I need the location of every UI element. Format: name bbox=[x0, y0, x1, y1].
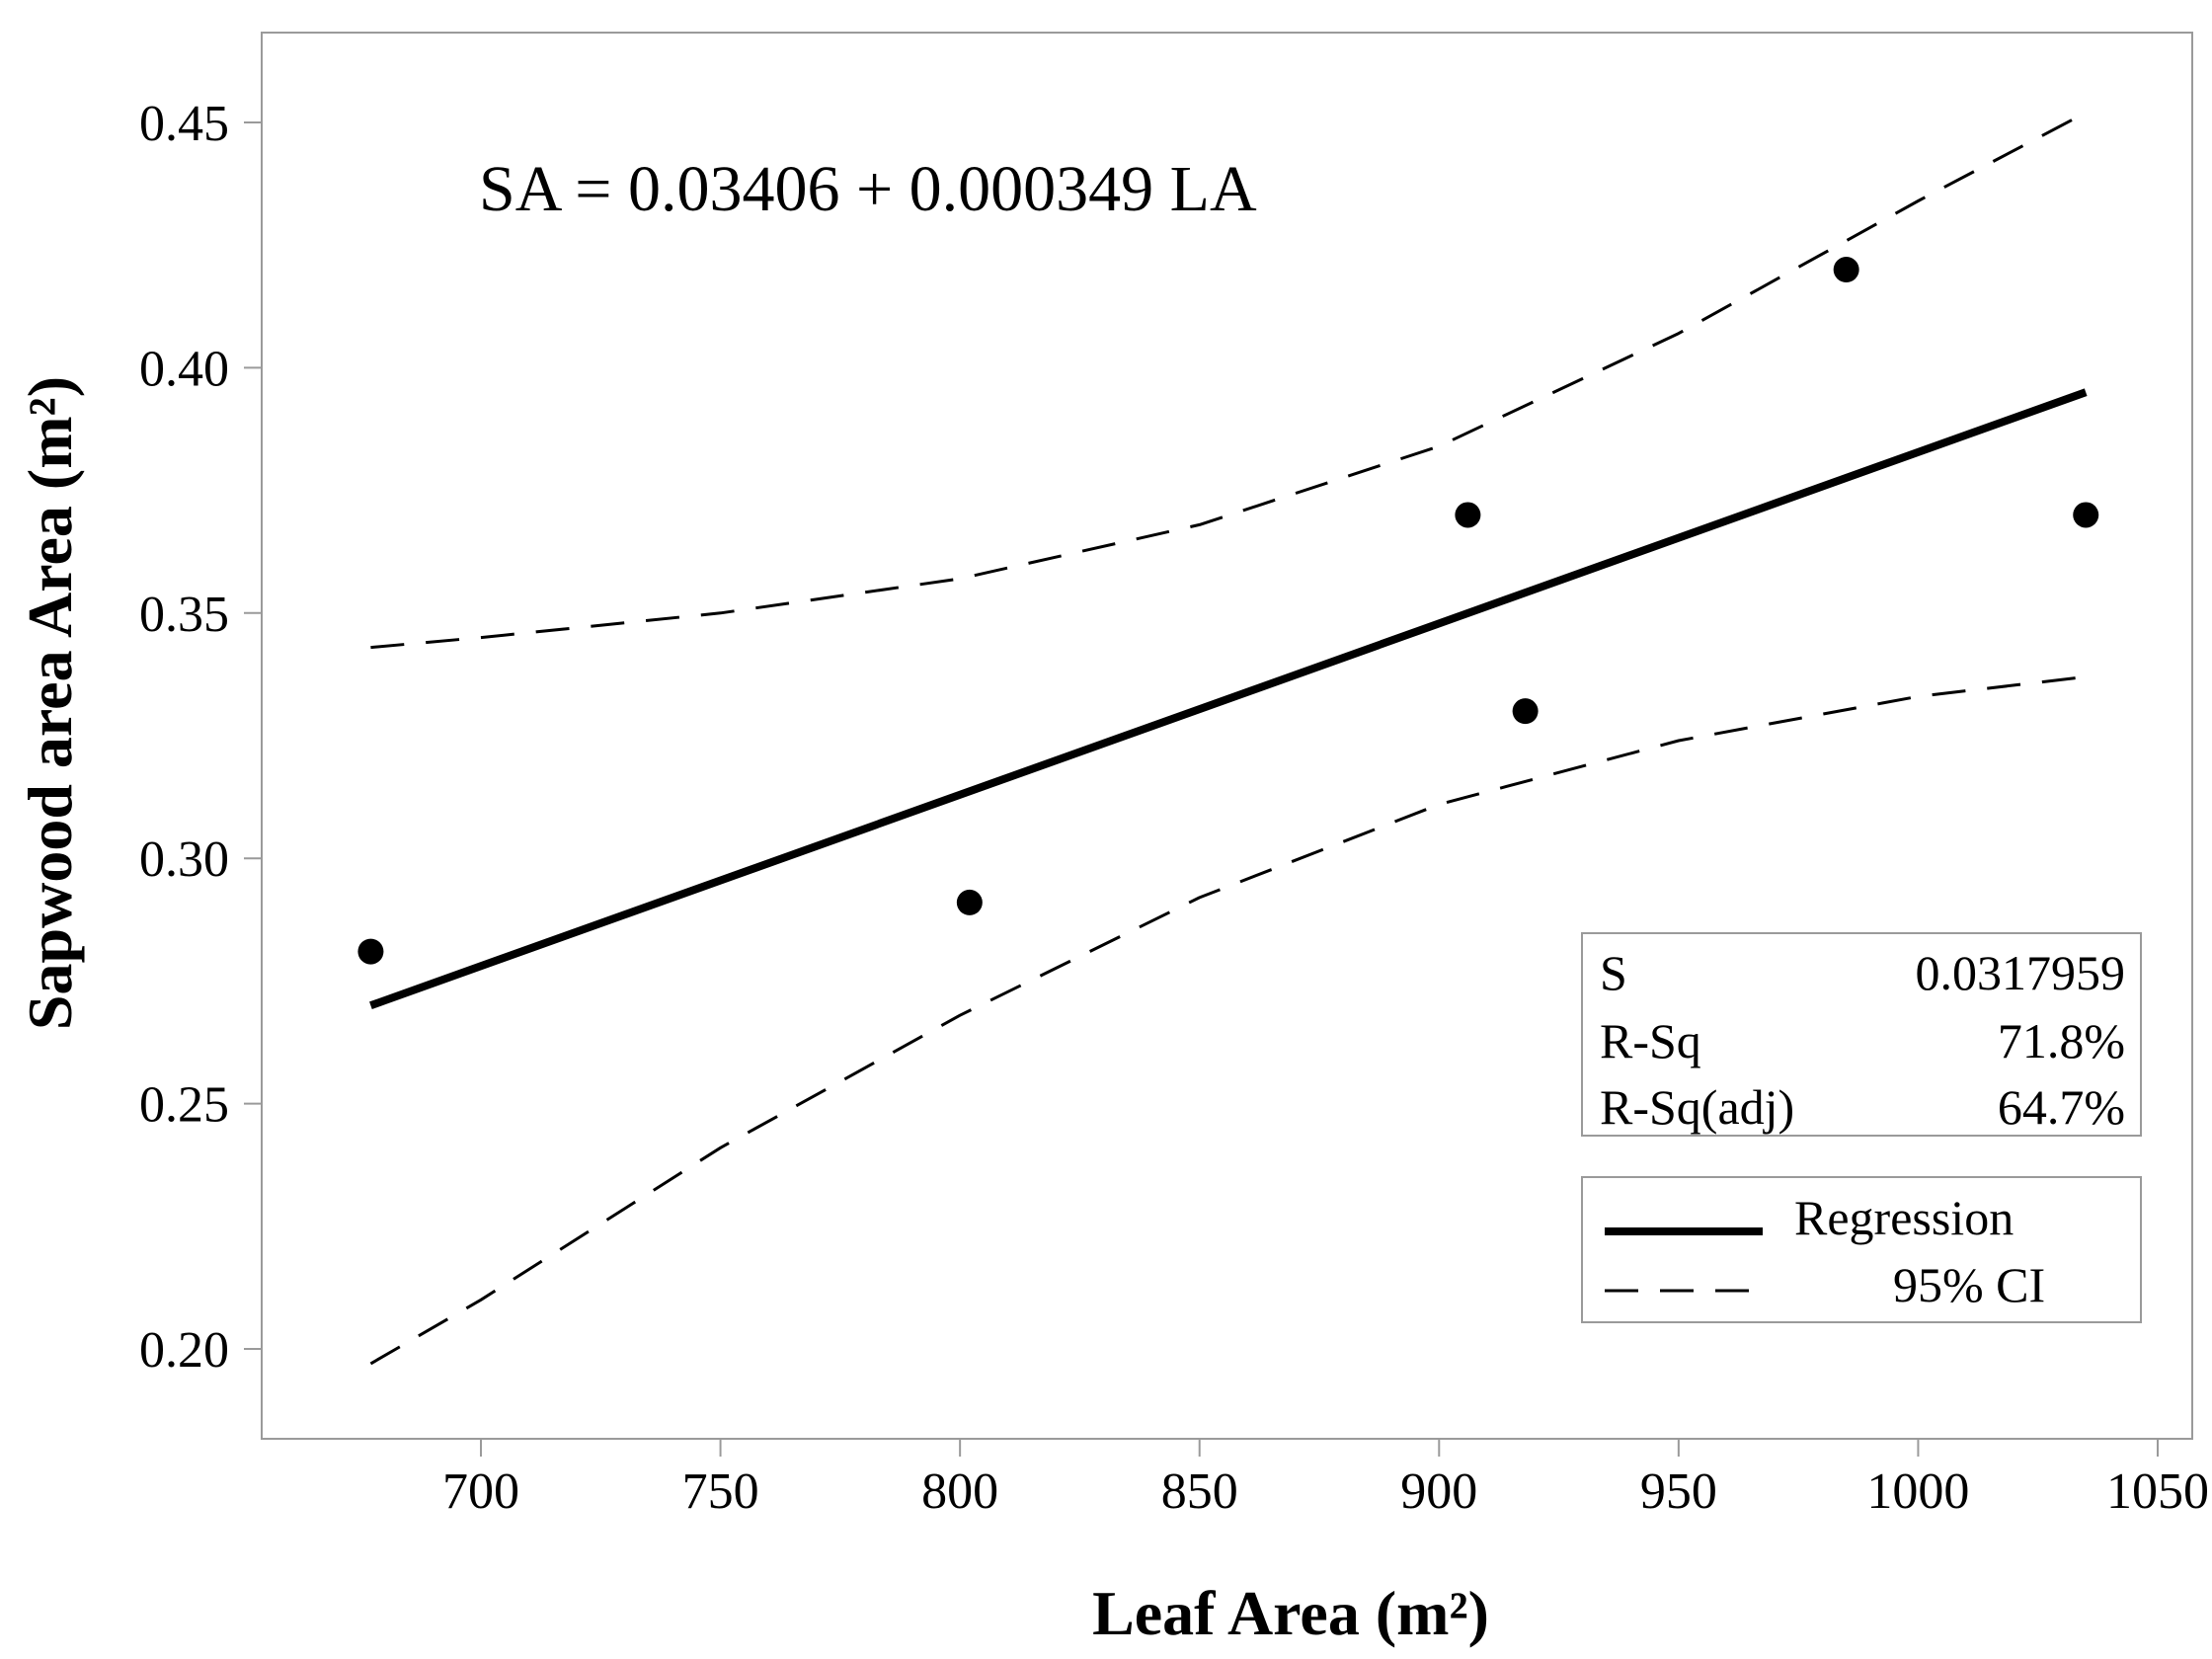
stat-s-label: S bbox=[1600, 945, 1627, 1000]
stats-box-border bbox=[1581, 932, 2142, 1137]
data-point-3 bbox=[1512, 698, 1539, 725]
stat-rsqadj-label: R-Sq(adj) bbox=[1600, 1079, 1794, 1135]
x-axis-ticks bbox=[480, 1439, 2159, 1457]
legend: Regression 95% CI bbox=[1581, 1176, 2142, 1323]
data-point-4 bbox=[1833, 257, 1859, 283]
plot-frame bbox=[261, 32, 2193, 1440]
x-tick-label-5: 950 bbox=[1640, 1463, 1717, 1520]
scatter-points bbox=[357, 257, 2099, 965]
regression-line bbox=[369, 388, 2088, 1009]
ci-upper-line bbox=[370, 111, 2087, 650]
ci-lower-line bbox=[369, 674, 2087, 1366]
x-tick-label-0: 700 bbox=[442, 1463, 519, 1520]
stat-s-value: 0.0317959 bbox=[1916, 945, 2126, 1000]
y-axis-ticks bbox=[244, 121, 262, 1350]
regression-equation: SA = 0.03406 + 0.000349 LA bbox=[479, 153, 1257, 225]
y-tick-label-5: 0.45 bbox=[139, 96, 229, 152]
y-tick-label-4: 0.40 bbox=[139, 341, 229, 397]
series-lines bbox=[369, 111, 2088, 1366]
x-axis-title: Leaf Area (m²) bbox=[1092, 1578, 1489, 1648]
y-axis-tick-labels: 0.20 0.25 0.30 0.35 0.40 0.45 bbox=[139, 96, 229, 1379]
x-tick-label-7: 1050 bbox=[2106, 1463, 2209, 1520]
stat-rsqadj-value: 64.7% bbox=[1998, 1079, 2125, 1135]
stat-rsq-value: 71.8% bbox=[1998, 1013, 2125, 1068]
x-axis-tick-labels: 700 750 800 850 900 950 1000 1050 bbox=[442, 1463, 2209, 1520]
legend-ci-label: 95% CI bbox=[1893, 1257, 2045, 1312]
data-point-0 bbox=[357, 938, 384, 965]
data-point-5 bbox=[2073, 502, 2099, 528]
y-tick-label-3: 0.35 bbox=[139, 587, 229, 643]
legend-border bbox=[1581, 1176, 2142, 1323]
y-axis-title: Sapwood area Area (m²) bbox=[15, 376, 85, 1030]
x-tick-label-6: 1000 bbox=[1866, 1463, 1969, 1520]
y-tick-label-0: 0.20 bbox=[139, 1322, 229, 1379]
data-point-2 bbox=[1455, 502, 1481, 528]
x-tick-label-2: 800 bbox=[921, 1463, 998, 1520]
stat-rsq-label: R-Sq bbox=[1600, 1013, 1701, 1068]
data-point-1 bbox=[956, 889, 983, 915]
x-tick-label-1: 750 bbox=[682, 1463, 759, 1520]
y-tick-label-1: 0.25 bbox=[139, 1077, 229, 1134]
legend-regression-label: Regression bbox=[1794, 1190, 2014, 1245]
y-tick-label-2: 0.30 bbox=[139, 831, 229, 888]
x-tick-label-4: 900 bbox=[1400, 1463, 1477, 1520]
x-tick-label-3: 850 bbox=[1161, 1463, 1238, 1520]
stats-box: S 0.0317959 R-Sq 71.8% R-Sq(adj) 64.7% bbox=[1581, 932, 2142, 1137]
